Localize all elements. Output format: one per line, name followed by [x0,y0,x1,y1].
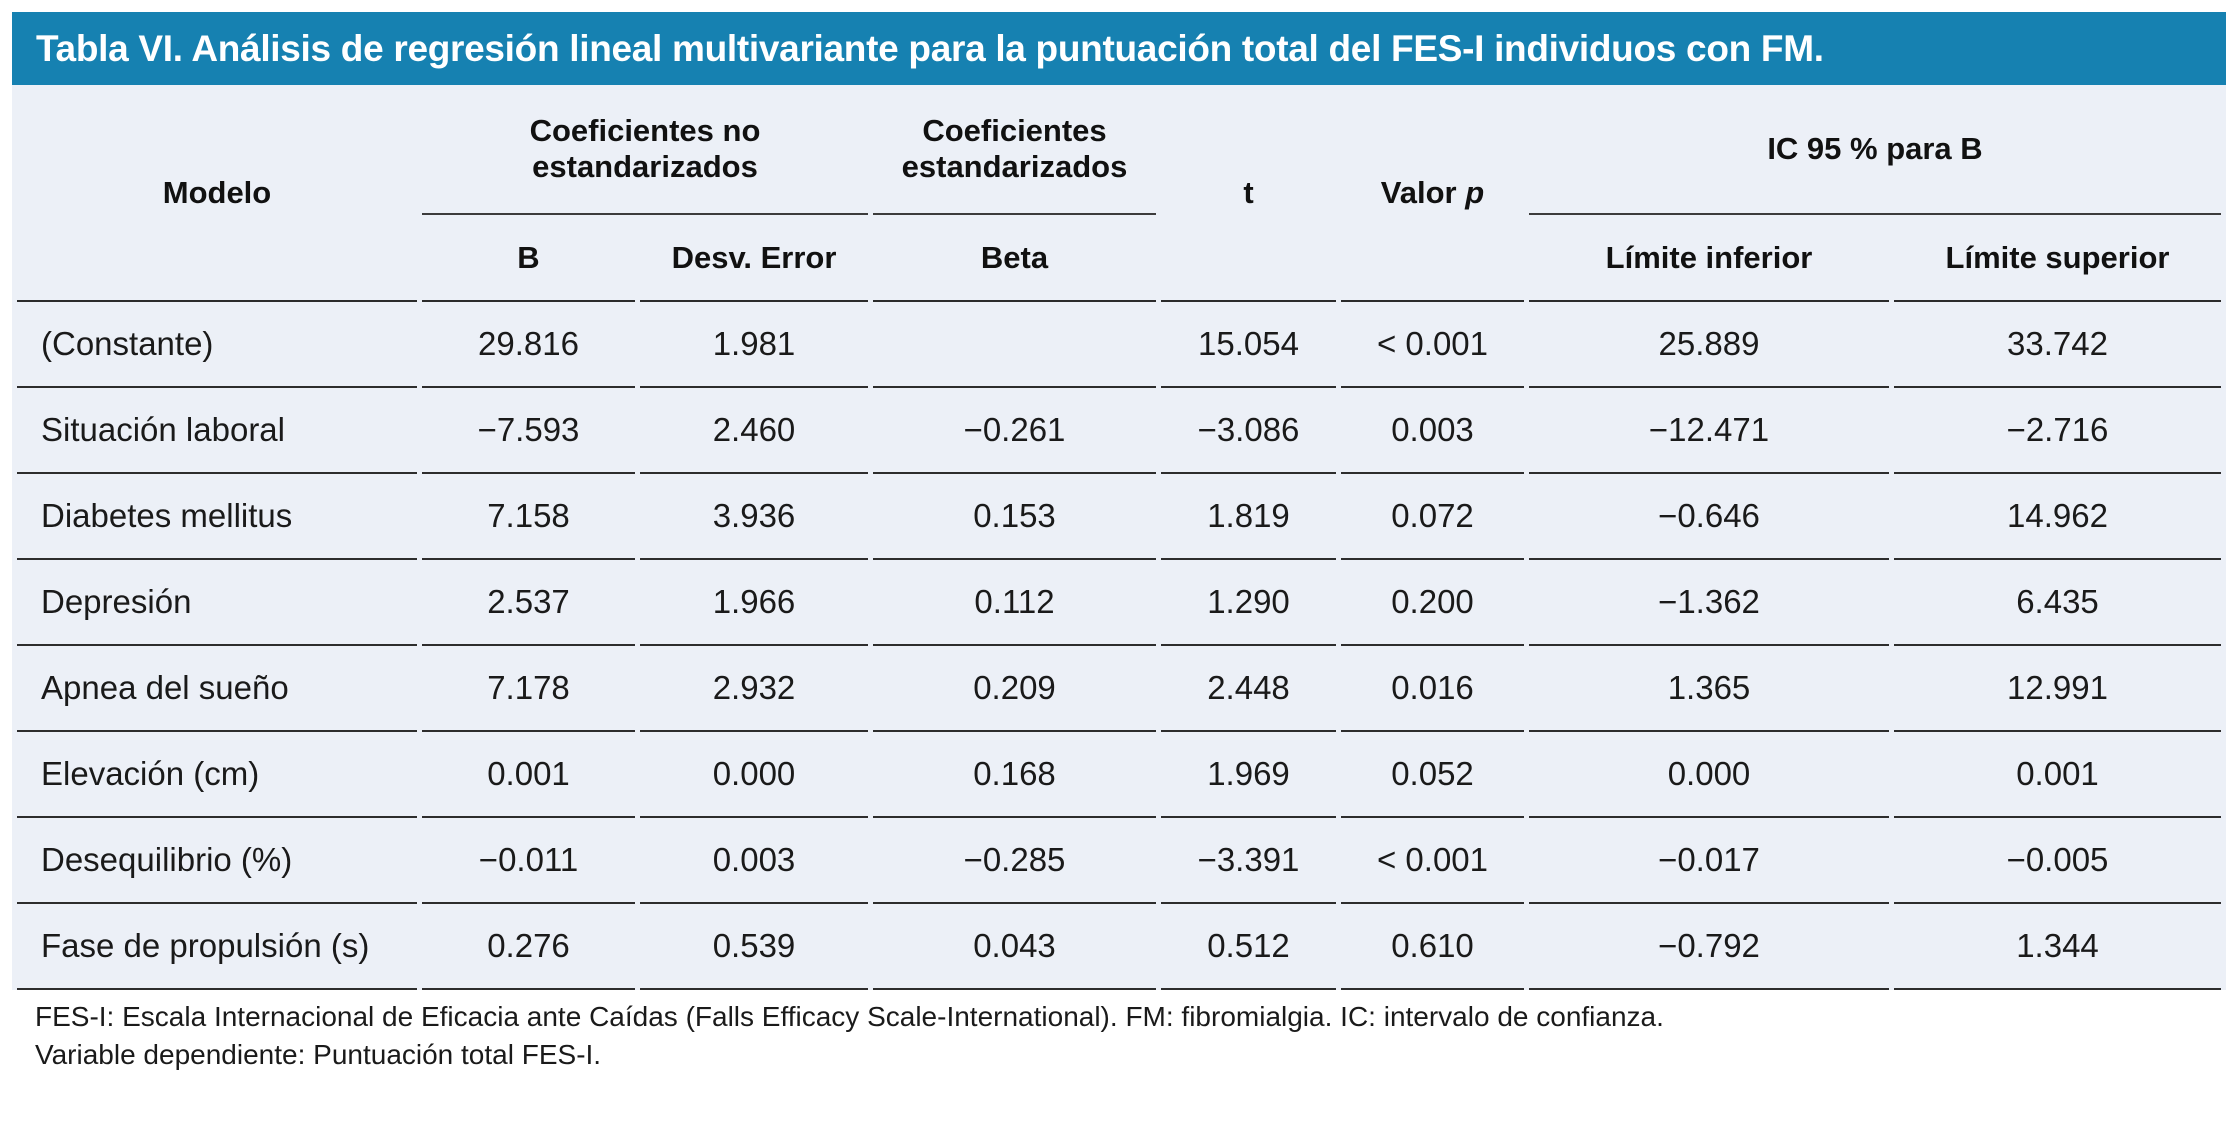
cell-valor-p: 0.200 [1341,560,1524,646]
col-group-ic95-para-b: IC 95 % para B [1529,85,2221,215]
cell-beta [873,302,1156,388]
table-row: Situación laboral −7.593 2.460 −0.261 −3… [17,388,2221,474]
header-group-row: Modelo Coeficientes no estandarizados Co… [17,85,2221,302]
cell-t: 15.054 [1161,302,1336,388]
col-header-desv-error: Desv. Error [640,215,868,302]
cell-limite-superior: 14.962 [1894,474,2221,560]
cell-b: 7.178 [422,646,635,732]
cell-t: −3.391 [1161,818,1336,904]
cell-beta: 0.043 [873,904,1156,990]
col-header-t: t [1161,85,1336,302]
cell-modelo: Desequilibrio (%) [17,818,417,904]
cell-beta: −0.261 [873,388,1156,474]
cell-beta: 0.168 [873,732,1156,818]
table-row: (Constante) 29.816 1.981 15.054 < 0.001 … [17,302,2221,388]
col-header-limite-inferior: Límite inferior [1529,215,1889,302]
table-row: Diabetes mellitus 7.158 3.936 0.153 1.81… [17,474,2221,560]
col-group-coeficientes-estandarizados: Coeficientes estandarizados [873,85,1156,215]
cell-b: 7.158 [422,474,635,560]
cell-desv-error: 1.966 [640,560,868,646]
cell-limite-inferior: 1.365 [1529,646,1889,732]
cell-t: 1.290 [1161,560,1336,646]
cell-limite-superior: 12.991 [1894,646,2221,732]
cell-valor-p: < 0.001 [1341,302,1524,388]
cell-modelo: (Constante) [17,302,417,388]
cell-modelo: Diabetes mellitus [17,474,417,560]
cell-desv-error: 1.981 [640,302,868,388]
cell-modelo: Apnea del sueño [17,646,417,732]
cell-b: 0.276 [422,904,635,990]
cell-desv-error: 2.932 [640,646,868,732]
cell-beta: 0.209 [873,646,1156,732]
table-title: Tabla VI. Análisis de regresión lineal m… [36,27,1824,69]
cell-limite-superior: 33.742 [1894,302,2221,388]
table-row: Apnea del sueño 7.178 2.932 0.209 2.448 … [17,646,2221,732]
table-body: (Constante) 29.816 1.981 15.054 < 0.001 … [17,302,2221,990]
cell-valor-p: 0.610 [1341,904,1524,990]
cell-valor-p: 0.072 [1341,474,1524,560]
cell-limite-superior: 1.344 [1894,904,2221,990]
table-row: Depresión 2.537 1.966 0.112 1.290 0.200 … [17,560,2221,646]
cell-modelo: Elevación (cm) [17,732,417,818]
cell-desv-error: 0.003 [640,818,868,904]
cell-desv-error: 0.539 [640,904,868,990]
cell-desv-error: 0.000 [640,732,868,818]
cell-limite-inferior: −12.471 [1529,388,1889,474]
cell-desv-error: 2.460 [640,388,868,474]
cell-limite-inferior: −0.646 [1529,474,1889,560]
cell-b: 29.816 [422,302,635,388]
table-title-bar: Tabla VI. Análisis de regresión lineal m… [12,12,2226,85]
valor-label: Valor [1380,174,1457,210]
cell-b: 0.001 [422,732,635,818]
cell-b: −7.593 [422,388,635,474]
cell-b: −0.011 [422,818,635,904]
cell-valor-p: 0.052 [1341,732,1524,818]
col-header-modelo: Modelo [17,85,417,302]
cell-limite-inferior: 25.889 [1529,302,1889,388]
cell-t: 2.448 [1161,646,1336,732]
cell-limite-inferior: −0.017 [1529,818,1889,904]
footnote-abbreviations: FES-I: Escala Internacional de Eficacia … [35,1001,1664,1032]
cell-limite-superior: −2.716 [1894,388,2221,474]
footnote-dependent-variable: Variable dependiente: Puntuación total F… [35,1039,602,1070]
cell-limite-superior: 0.001 [1894,732,2221,818]
p-label: p [1465,174,1485,210]
table-card: Tabla VI. Análisis de regresión lineal m… [12,12,2226,990]
cell-modelo: Situación laboral [17,388,417,474]
cell-beta: −0.285 [873,818,1156,904]
table-header: Modelo Coeficientes no estandarizados Co… [17,85,2221,302]
cell-desv-error: 3.936 [640,474,868,560]
col-header-b: B [422,215,635,302]
cell-t: 1.819 [1161,474,1336,560]
table-row: Elevación (cm) 0.001 0.000 0.168 1.969 0… [17,732,2221,818]
cell-modelo: Depresión [17,560,417,646]
cell-limite-inferior: 0.000 [1529,732,1889,818]
cell-t: 1.969 [1161,732,1336,818]
col-group-coeficientes-no-estandarizados: Coeficientes no estandarizados [422,85,868,215]
cell-valor-p: 0.003 [1341,388,1524,474]
col-header-valor-p: Valor p [1341,85,1524,302]
regression-table: Modelo Coeficientes no estandarizados Co… [12,85,2226,990]
cell-beta: 0.112 [873,560,1156,646]
cell-valor-p: 0.016 [1341,646,1524,732]
cell-t: −3.086 [1161,388,1336,474]
cell-beta: 0.153 [873,474,1156,560]
cell-t: 0.512 [1161,904,1336,990]
table-row: Fase de propulsión (s) 0.276 0.539 0.043… [17,904,2221,990]
cell-limite-inferior: −1.362 [1529,560,1889,646]
cell-limite-inferior: −0.792 [1529,904,1889,990]
header-sub-row: B Desv. Error Beta Límite inferior Límit… [17,215,2221,302]
table-row: Desequilibrio (%) −0.011 0.003 −0.285 −3… [17,818,2221,904]
table-footnotes: FES-I: Escala Internacional de Eficacia … [35,998,1664,1074]
cell-limite-superior: −0.005 [1894,818,2221,904]
cell-b: 2.537 [422,560,635,646]
cell-valor-p: < 0.001 [1341,818,1524,904]
cell-modelo: Fase de propulsión (s) [17,904,417,990]
col-header-limite-superior: Límite superior [1894,215,2221,302]
col-header-beta: Beta [873,215,1156,302]
cell-limite-superior: 6.435 [1894,560,2221,646]
